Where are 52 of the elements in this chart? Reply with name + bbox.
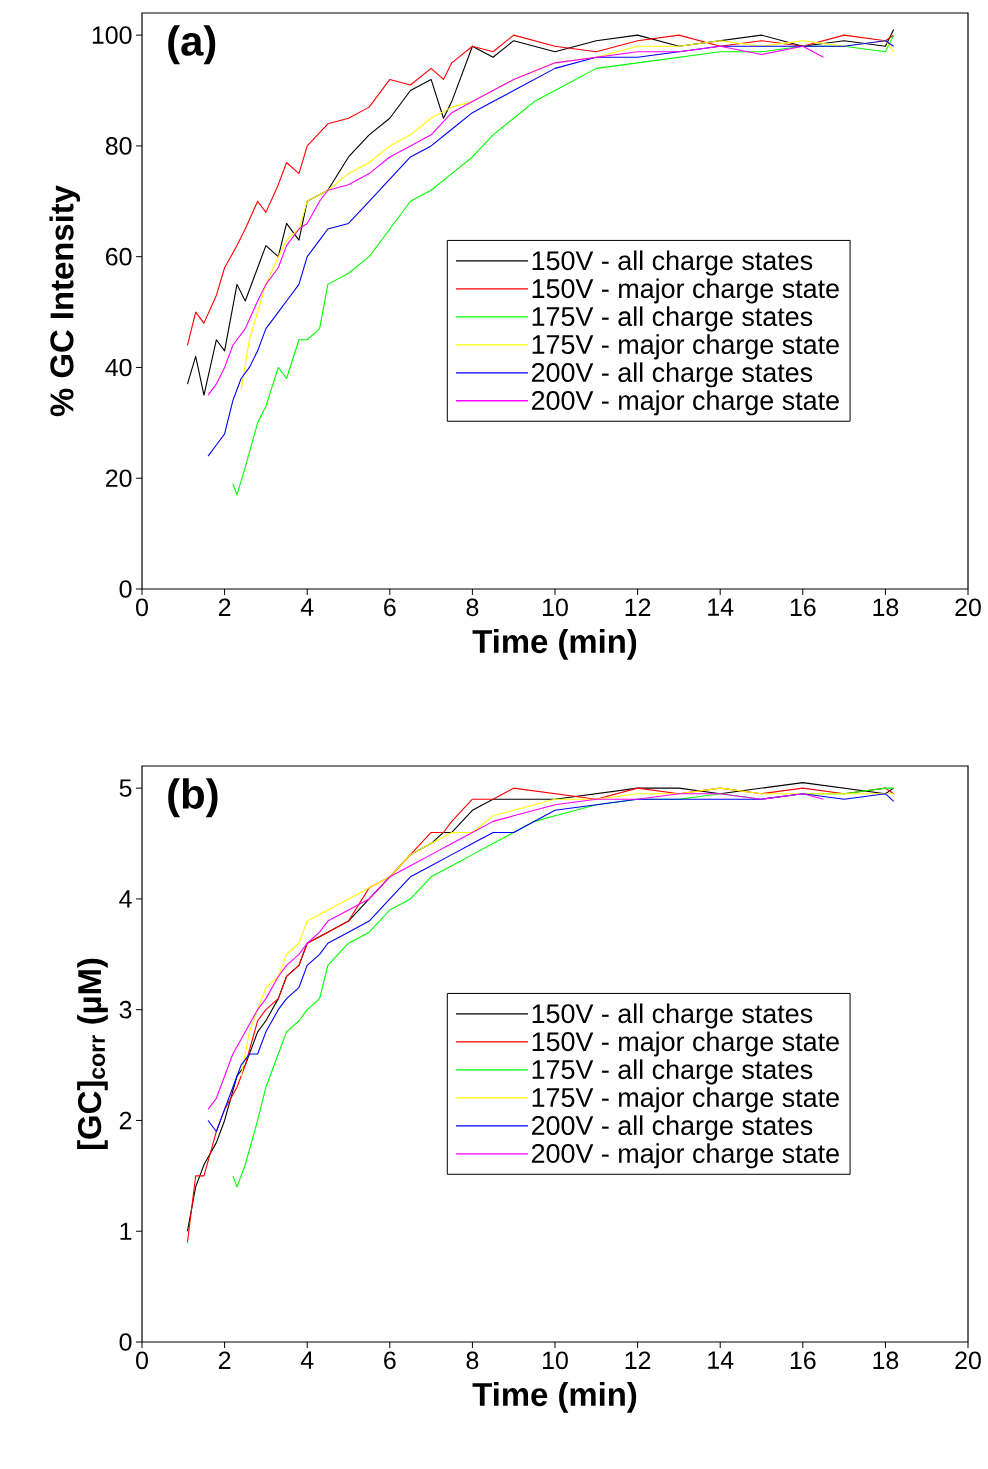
- x-tick-label: 12: [625, 598, 651, 616]
- annotation: (a): [168, 25, 216, 65]
- x-tick-label: 8: [466, 598, 479, 617]
- x-tick-label: 8: [466, 1351, 479, 1370]
- y-tick-label: 0: [119, 580, 132, 598]
- legend-label: 200V - major charge state: [531, 1143, 839, 1169]
- y-tick-label: 3: [119, 1000, 132, 1019]
- x-axis-title: Time (min): [472, 1381, 637, 1413]
- x-tick-label: 18: [873, 1351, 899, 1370]
- x-tick-label: 6: [384, 598, 396, 617]
- y-tick-label: 2: [119, 1111, 132, 1130]
- legend-label: 200V - all charge states: [531, 362, 813, 388]
- y-tick-label: 4: [119, 890, 132, 908]
- x-tick-label: 20: [955, 1351, 981, 1370]
- x-tick-label: 2: [218, 1351, 231, 1369]
- x-tick-label: 0: [136, 598, 148, 617]
- x-tick-label: 4: [300, 598, 314, 616]
- legend-label: 175V - major charge state: [532, 1087, 839, 1113]
- legend-label: 175V - all charge states: [532, 1059, 813, 1085]
- x-tick-label: 10: [543, 1351, 568, 1370]
- x-tick-label: 20: [955, 598, 981, 617]
- y-axis-title: [GC]$_{corr}$ (µM): [77, 958, 108, 1150]
- x-axis-title: Time (min): [472, 628, 637, 660]
- annotation: (b): [168, 778, 218, 818]
- legend-label: 150V - major charge state: [532, 278, 839, 304]
- x-tick-label: 4: [300, 1351, 314, 1369]
- x-tick-label: 16: [790, 1351, 816, 1370]
- y-tick-label: 80: [105, 137, 132, 155]
- x-tick-label: 18: [873, 598, 899, 617]
- x-tick-label: 16: [790, 598, 816, 617]
- x-tick-label: 2: [218, 598, 231, 616]
- y-tick-label: 60: [106, 247, 132, 266]
- x-tick-label: 0: [136, 1351, 148, 1370]
- legend-label: 175V - major charge state: [532, 334, 839, 360]
- y-tick-label: 20: [106, 469, 132, 488]
- y-tick-label: 5: [119, 779, 132, 797]
- x-tick-label: 6: [384, 1351, 396, 1370]
- x-tick-label: 14: [708, 1351, 734, 1369]
- y-tick-label: 0: [119, 1333, 132, 1351]
- x-tick-label: 12: [625, 1351, 651, 1369]
- legend-label: 150V - major charge state: [532, 1031, 839, 1057]
- y-tick-label: 40: [105, 358, 132, 377]
- y-tick-label: 1: [120, 1222, 132, 1240]
- x-tick-label: 10: [543, 598, 568, 617]
- legend-label: 150V - all charge states: [532, 1003, 813, 1029]
- legend-label: 175V - all charge states: [532, 306, 813, 332]
- y-tick-label: 100: [92, 26, 132, 44]
- legend-label: 150V - all charge states: [532, 250, 813, 276]
- legend-label: 200V - major charge state: [531, 390, 839, 416]
- x-tick-label: 14: [708, 598, 734, 616]
- y-axis-title: % GC Intensity: [49, 185, 81, 417]
- legend-label: 200V - all charge states: [531, 1115, 813, 1141]
